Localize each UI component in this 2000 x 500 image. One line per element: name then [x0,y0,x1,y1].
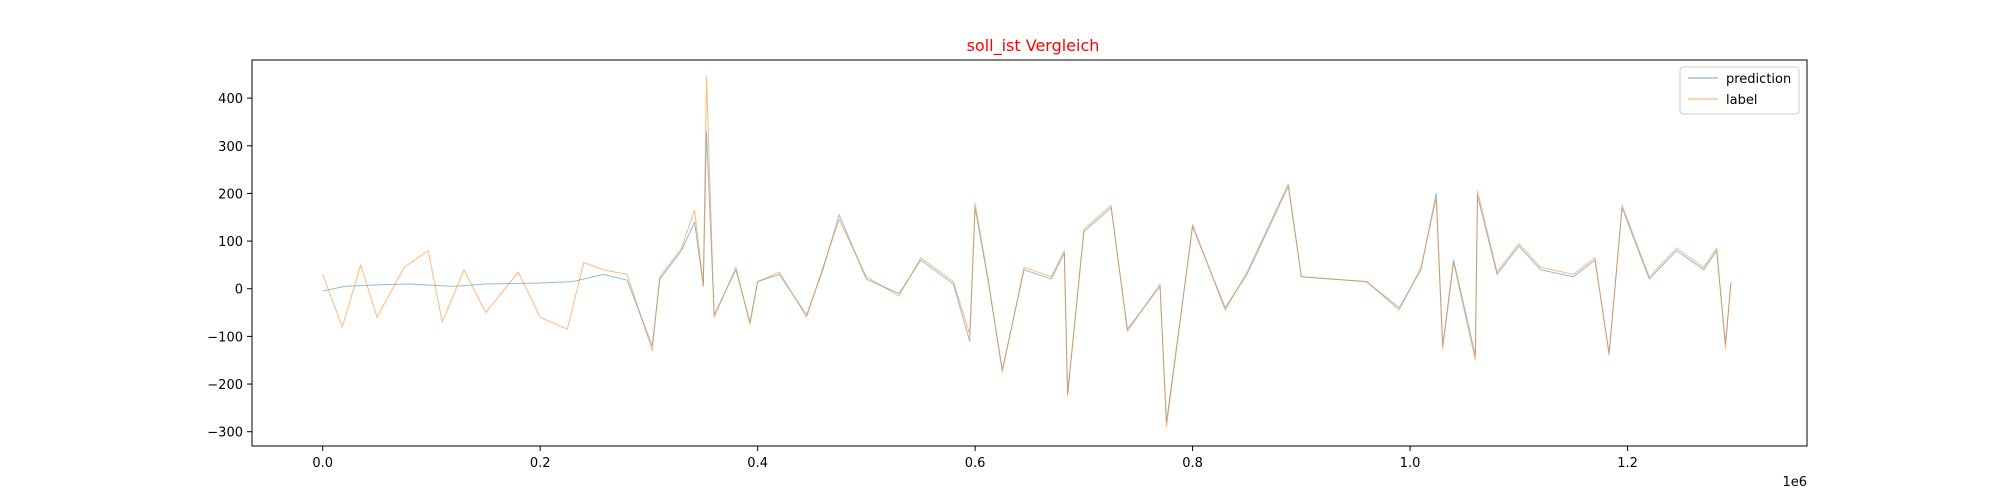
x-tick-label: 0.2 [530,456,551,471]
x-tick-label: 0.6 [965,456,986,471]
x-tick-label: 0.8 [1182,456,1203,471]
series-line-prediction [322,131,1732,423]
y-tick-label: −300 [207,426,243,441]
y-axis: −300 −200 −100 0 100 200 300 400 [207,92,252,441]
legend-frame [1679,66,1800,115]
y-tick-label: 200 [218,187,243,202]
y-tick-label: 400 [218,92,243,107]
plot-area [251,59,1808,447]
y-tick-label: 100 [218,235,243,250]
y-tick-label: −100 [207,330,243,345]
x-axis-offset-label: 1e6 [1782,475,1807,490]
legend-label-prediction: prediction [1726,72,1791,87]
series-line-label [322,76,1732,428]
chart-legend: prediction label [1679,66,1800,115]
chart-title: soll_ist Vergleich [967,36,1100,56]
x-tick-label: 1.2 [1617,456,1638,471]
x-tick-label: 1.0 [1400,456,1421,471]
legend-label-label: label [1726,93,1757,108]
x-axis: 0.0 0.2 0.4 0.6 0.8 1.0 1.2 [312,446,1638,471]
series-layer [322,76,1732,428]
plot-frame [251,59,1808,447]
y-tick-label: 0 [235,283,243,298]
y-tick-label: 300 [218,140,243,155]
y-tick-label: −200 [207,378,243,393]
x-tick-label: 0.0 [312,456,333,471]
x-tick-label: 0.4 [747,456,768,471]
